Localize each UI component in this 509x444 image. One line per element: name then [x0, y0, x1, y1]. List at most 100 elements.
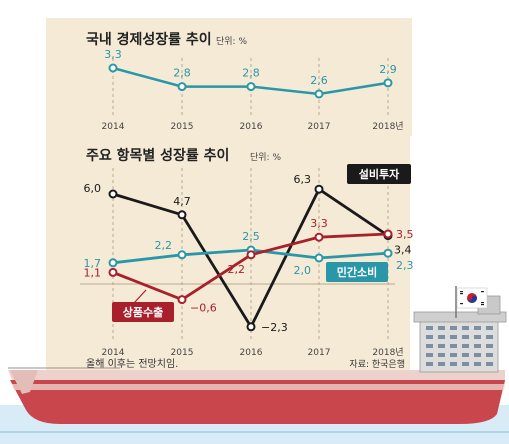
ship-hull [10, 380, 505, 424]
bridge-window [426, 353, 433, 357]
bridge-window [474, 326, 481, 330]
data-label-설비투자: 4,7 [173, 195, 191, 208]
point-상품수출 [314, 232, 324, 242]
data-label-상품수출: 3,3 [310, 217, 328, 230]
bridge-window [474, 335, 481, 339]
bridge-window [450, 344, 457, 348]
bottom-x-tick: 2018년 [372, 347, 403, 358]
data-label-설비투자: 3,4 [394, 244, 412, 257]
bridge-windows [426, 326, 493, 366]
bridge-window [486, 344, 493, 348]
bridge-window [426, 362, 433, 366]
data-label-민간소비: 2,2 [155, 239, 173, 252]
legend-tag-설비투자: 설비투자 [347, 164, 411, 184]
bridge-window [462, 353, 469, 357]
top-data-label: 2,8 [173, 67, 191, 80]
ship-hull-stripe [12, 384, 505, 390]
data-label-상품수출: 3,5 [396, 228, 414, 241]
top-chart-lines: 3,3 2,8 2,8 2,6 2,9 [104, 48, 397, 99]
bridge-window [486, 326, 493, 330]
data-label-민간소비: 2,5 [242, 230, 260, 243]
tag-상품수출-label: 상품수출 [123, 305, 163, 319]
tag-상품수출-bg [112, 302, 174, 322]
bridge-window [438, 326, 445, 330]
bridge-window [426, 326, 433, 330]
bottom-x-tick: 2015 [171, 348, 194, 358]
bridge-window [438, 344, 445, 348]
bridge-window [474, 353, 481, 357]
legend-tag-상품수출: 상품수출 [112, 289, 174, 322]
forecast-note: 올해 이후는 전망치임. [86, 357, 178, 370]
data-label-설비투자: 6,3 [294, 173, 312, 186]
bridge-window [462, 335, 469, 339]
bridge-window [438, 353, 445, 357]
bottom-chart-title: 주요 항목별 성장률 추이 [86, 147, 229, 164]
data-label-민간소비: 2,0 [294, 264, 312, 277]
top-data-label: 2,6 [310, 74, 328, 87]
point-설비투자 [108, 189, 118, 199]
top-panel [46, 18, 412, 136]
tag-민간소비-label: 민간소비 [337, 265, 377, 279]
point-설비투자 [314, 184, 324, 194]
point-민간소비 [314, 253, 324, 263]
top-point [246, 82, 256, 92]
bridge-window [486, 335, 493, 339]
point-설비투자 [246, 322, 256, 332]
bridge-window [450, 353, 457, 357]
top-chart-title: 국내 경제성장률 추이 [86, 31, 212, 48]
top-chart-x-ticks: 2014 2015 2016 2017 2018년 [102, 121, 404, 132]
bridge-window [462, 344, 469, 348]
tag-설비투자-bg [347, 164, 411, 184]
top-point [383, 78, 393, 88]
bridge-window [462, 362, 469, 366]
bottom-x-tick: 2016 [240, 348, 263, 358]
ship-bridge-top [413, 311, 507, 323]
source-note: 자료: 한국은행 [349, 358, 405, 370]
data-label-설비투자: −2,3 [261, 321, 288, 334]
data-label-상품수출: 1,1 [84, 266, 102, 279]
top-x-tick: 2014 [102, 122, 125, 132]
bottom-chart-x-ticks: 2014 2015 2016 2017 2018년 [102, 347, 404, 358]
top-x-tick: 2018년 [372, 121, 403, 132]
top-chart-grid [112, 58, 389, 116]
point-설비투자 [177, 210, 187, 220]
tag-상품수출-connector [133, 289, 147, 304]
bridge-window [450, 362, 457, 366]
bottom-chart-unit: 단위: % [250, 152, 281, 163]
bottom-x-tick: 2014 [102, 348, 125, 358]
bridge-window [462, 326, 469, 330]
top-chart-unit: 단위: % [216, 36, 247, 47]
bridge-window [450, 326, 457, 330]
data-label-상품수출: −0,6 [190, 302, 217, 315]
point-상품수출 [383, 229, 393, 239]
data-label-민간소비: 2,3 [396, 259, 414, 272]
bridge-window [486, 362, 493, 366]
legend-tag-민간소비: 민간소비 [326, 262, 388, 282]
tag-설비투자-label: 설비투자 [359, 167, 400, 181]
ship-bow-flare [10, 370, 38, 394]
point-민간소비 [108, 258, 118, 268]
bridge-window [474, 362, 481, 366]
bridge-window [426, 344, 433, 348]
data-label-민간소비: 1,7 [84, 257, 102, 270]
top-point [108, 63, 118, 73]
top-point [177, 82, 187, 92]
point-민간소비 [383, 248, 393, 258]
bridge-window [438, 362, 445, 366]
point-상품수출 [108, 267, 118, 277]
point-상품수출 [177, 295, 187, 305]
bottom-chart-lines: 6,0 4,7 −2,3 6,3 3,4 1,7 2,2 2,5 2,0 2,3 1,1 −0,6 2,… [84, 173, 414, 334]
top-x-tick: 2017 [308, 122, 331, 132]
bridge-window [486, 353, 493, 357]
bridge-window [426, 335, 433, 339]
top-data-label: 2,8 [242, 67, 260, 80]
top-point [314, 89, 324, 99]
data-label-상품수출: 2,2 [228, 263, 246, 276]
bridge-window [450, 335, 457, 339]
top-x-tick: 2015 [171, 122, 194, 132]
top-data-label: 3,3 [104, 48, 122, 61]
bridge-window [438, 335, 445, 339]
bottom-x-tick: 2017 [308, 348, 331, 358]
korean-flag-icon [456, 287, 488, 309]
